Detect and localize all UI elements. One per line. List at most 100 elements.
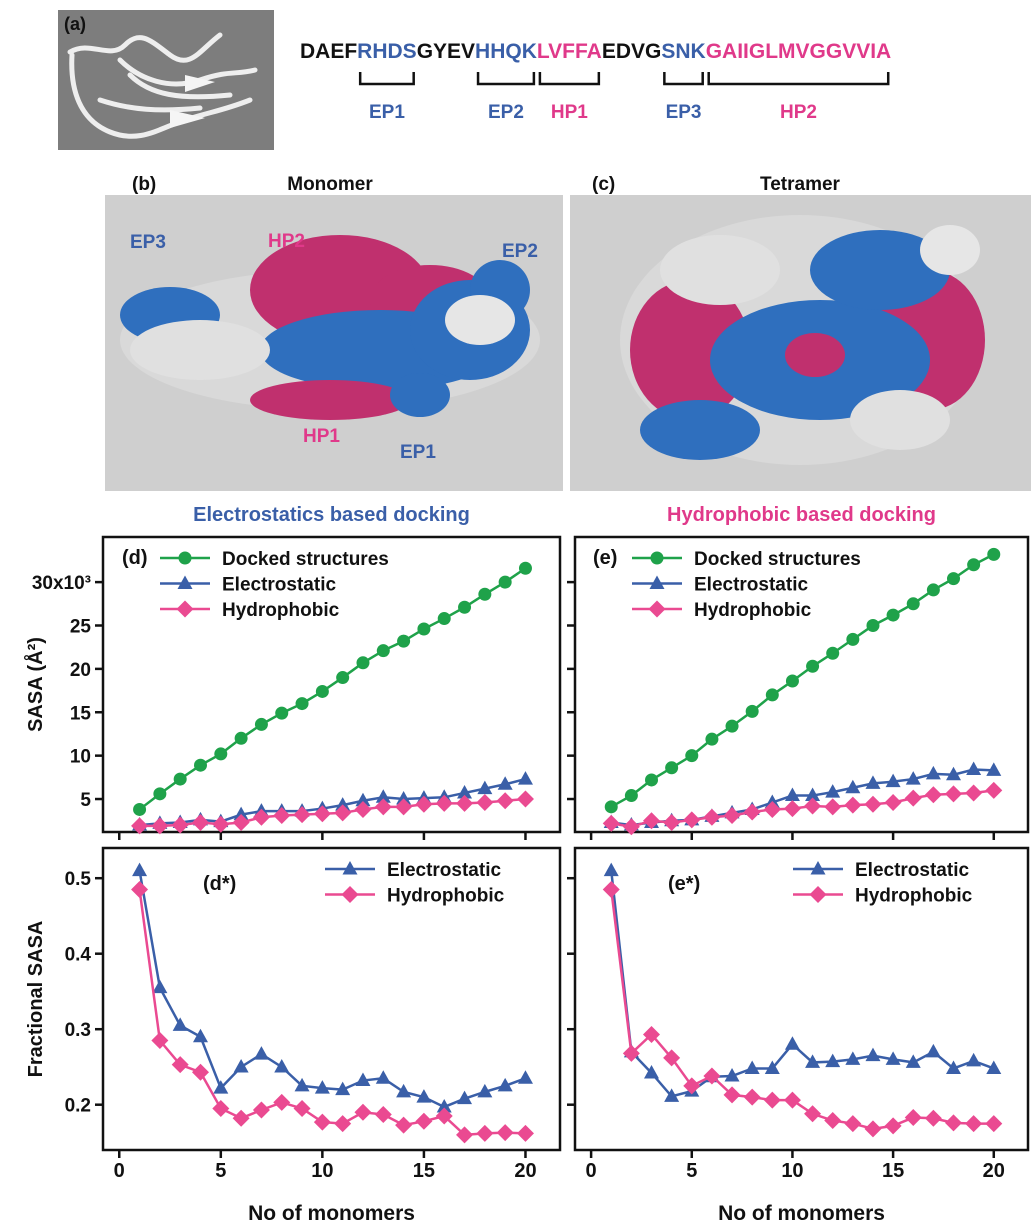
- marker: [192, 1064, 209, 1081]
- marker: [784, 800, 801, 817]
- region-label: EP1: [400, 442, 436, 463]
- marker: [844, 1115, 861, 1132]
- legend-marker: [651, 552, 664, 565]
- marker: [907, 597, 920, 610]
- region-label: EP3: [130, 232, 166, 253]
- x-tick-label: 5: [215, 1160, 226, 1182]
- marker: [625, 789, 638, 802]
- legend-label: Hydrophobic: [694, 600, 812, 621]
- legend-marker: [810, 886, 827, 903]
- region-bracket: [478, 72, 534, 84]
- chart-title: Hydrophobic based docking: [667, 504, 936, 526]
- y-tick-label: 0.4: [65, 945, 92, 966]
- y-tick-label: 10: [70, 747, 91, 768]
- marker: [235, 732, 248, 745]
- x-tick-label: 20: [514, 1160, 536, 1182]
- region-label: EP3: [666, 102, 702, 123]
- panel-label: (a): [64, 14, 86, 34]
- legend-label: Hydrophobic: [855, 886, 973, 907]
- marker: [395, 1117, 412, 1134]
- marker: [926, 1044, 941, 1058]
- marker: [377, 644, 390, 657]
- region-label: HP1: [551, 102, 588, 123]
- legend-label: Docked structures: [222, 549, 389, 570]
- marker: [966, 762, 981, 776]
- marker: [132, 863, 147, 877]
- marker: [985, 782, 1002, 799]
- marker: [806, 660, 819, 673]
- marker: [945, 785, 962, 802]
- marker: [152, 980, 167, 994]
- marker: [945, 1114, 962, 1131]
- marker: [925, 786, 942, 803]
- y-tick-label: 0.2: [65, 1096, 91, 1117]
- marker: [314, 1114, 331, 1131]
- y-tick-label: 20: [70, 660, 91, 681]
- marker: [316, 685, 329, 698]
- marker: [133, 803, 146, 816]
- marker: [685, 749, 698, 762]
- x-tick-label: 10: [311, 1160, 333, 1182]
- marker: [397, 635, 410, 648]
- panel-label: (b): [132, 174, 156, 195]
- region-bracket: [664, 72, 702, 84]
- y-axis-label: Fractional SASA: [25, 921, 47, 1078]
- marker: [804, 1105, 821, 1122]
- marker: [233, 1110, 250, 1127]
- x-tick-label: 5: [686, 1160, 697, 1182]
- marker: [273, 1094, 290, 1111]
- marker: [517, 1125, 534, 1142]
- y-tick-label: 0.3: [65, 1020, 91, 1041]
- marker: [604, 863, 619, 877]
- marker: [458, 601, 471, 614]
- panel-label: (d): [122, 547, 148, 569]
- chart-title: Electrostatics based docking: [193, 504, 470, 526]
- marker: [784, 1092, 801, 1109]
- marker: [174, 773, 187, 786]
- y-tick-label: 25: [70, 617, 92, 638]
- marker: [985, 1115, 1002, 1132]
- y-tick-label: 15: [70, 703, 92, 724]
- marker: [294, 806, 311, 823]
- legend-marker: [342, 886, 359, 903]
- legend-label: Electrostatic: [387, 860, 501, 881]
- marker: [131, 881, 148, 898]
- marker: [395, 798, 412, 815]
- marker: [746, 705, 759, 718]
- marker: [744, 1089, 761, 1106]
- marker: [273, 807, 290, 824]
- marker: [663, 814, 680, 831]
- y-tick-label: 30x10³: [32, 573, 91, 594]
- marker: [846, 633, 859, 646]
- marker: [192, 814, 209, 831]
- panel-label: (e): [593, 547, 617, 569]
- page: (a) (b) Monomer EP3 HP2 EP2 HP1 EP1 (c) …: [0, 0, 1031, 1227]
- x-tick-label: 10: [781, 1160, 803, 1182]
- marker: [499, 576, 512, 589]
- legend-marker: [179, 552, 192, 565]
- marker: [905, 1109, 922, 1126]
- marker: [603, 815, 620, 832]
- marker: [824, 798, 841, 815]
- marker: [275, 707, 288, 720]
- sequence-segment: GAIIGLMVGGVVIA: [706, 40, 892, 63]
- panel-label: (e*): [668, 873, 700, 895]
- marker: [173, 1017, 188, 1031]
- marker: [296, 697, 309, 710]
- marker: [478, 588, 491, 601]
- marker: [865, 1048, 880, 1062]
- marker: [726, 720, 739, 733]
- marker: [645, 773, 658, 786]
- marker: [193, 1029, 208, 1043]
- y-tick-label: 0.5: [65, 869, 92, 890]
- marker: [965, 1115, 982, 1132]
- panel-title: Tetramer: [760, 174, 841, 195]
- marker: [396, 1084, 411, 1098]
- marker: [234, 1059, 249, 1073]
- legend-label: Hydrophobic: [222, 600, 340, 621]
- marker: [967, 558, 980, 571]
- region-label: HP2: [268, 231, 305, 252]
- region-bracket: [709, 72, 889, 84]
- marker: [764, 1092, 781, 1109]
- region-label: HP2: [780, 102, 817, 123]
